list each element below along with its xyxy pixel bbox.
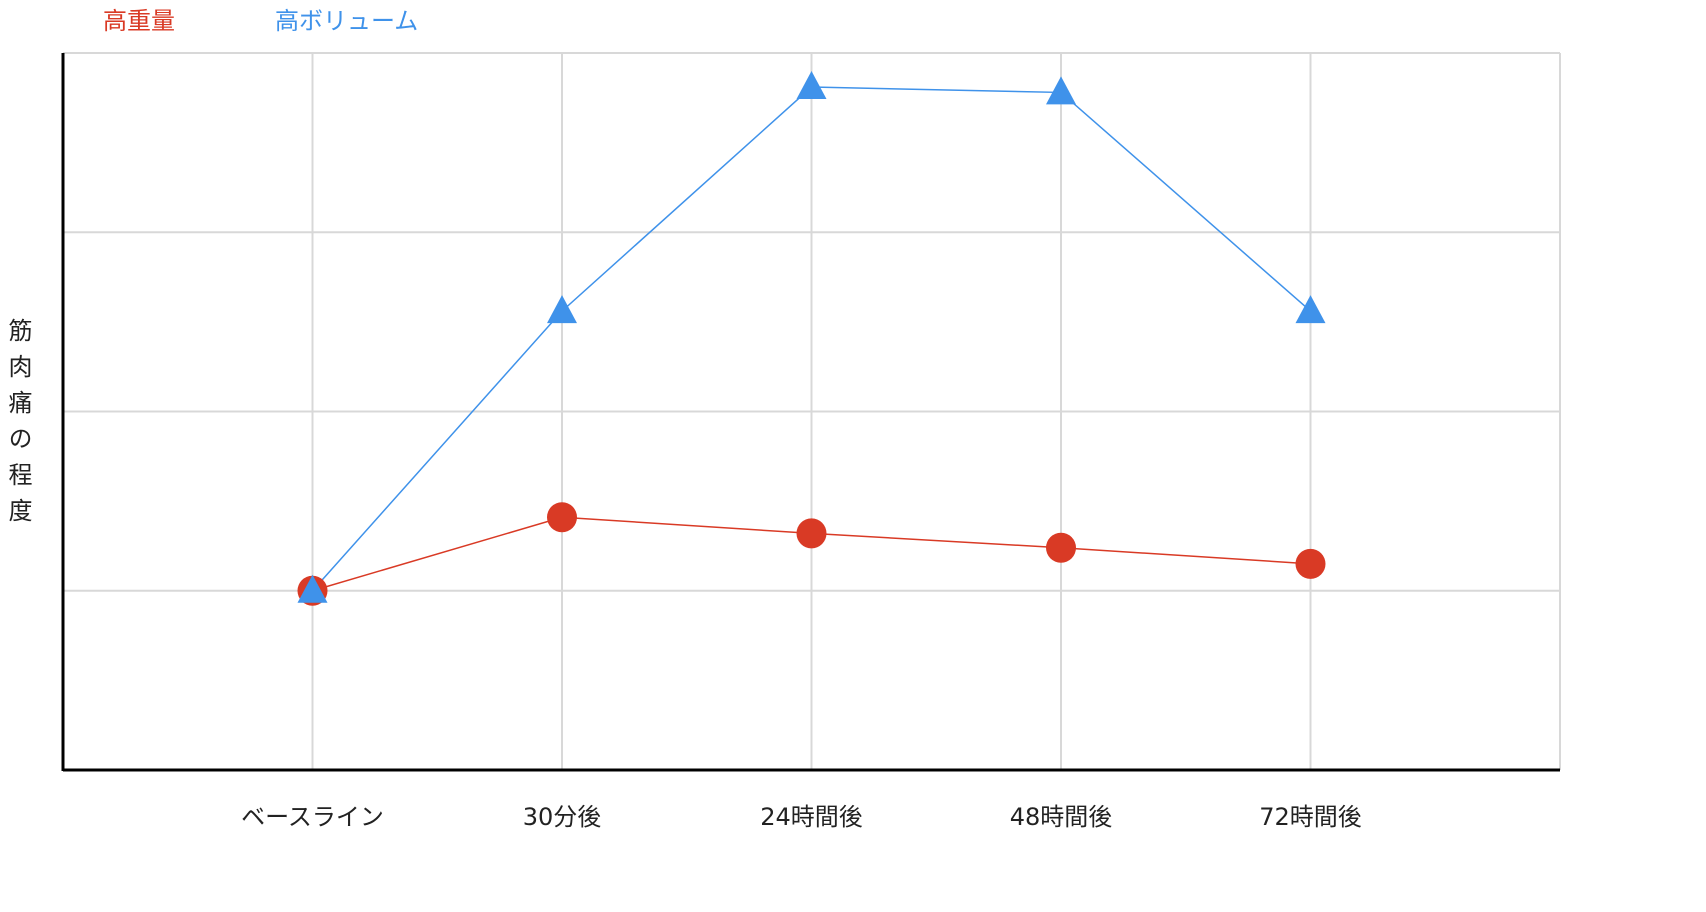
triangle-marker (297, 574, 328, 603)
triangle-marker (796, 71, 827, 100)
triangle-marker (1046, 76, 1076, 105)
circle-marker (547, 502, 577, 533)
circle-marker (796, 518, 827, 549)
x-tick-label: ベースライン (241, 803, 384, 831)
y-axis-label: 筋肉痛の程度 (4, 318, 32, 534)
x-tick-label: 24時間後 (760, 803, 863, 831)
x-tick-label: 72時間後 (1259, 803, 1362, 831)
legend-label: 高重量 (103, 7, 175, 35)
circle-marker (1295, 548, 1326, 579)
x-tick-label: 48時間後 (1010, 803, 1113, 831)
x-tick-label: 30分後 (523, 803, 602, 831)
circle-marker (1046, 532, 1076, 563)
legend-label: 高ボリューム (275, 7, 418, 35)
triangle-marker (1295, 295, 1326, 324)
triangle-marker (547, 295, 577, 324)
